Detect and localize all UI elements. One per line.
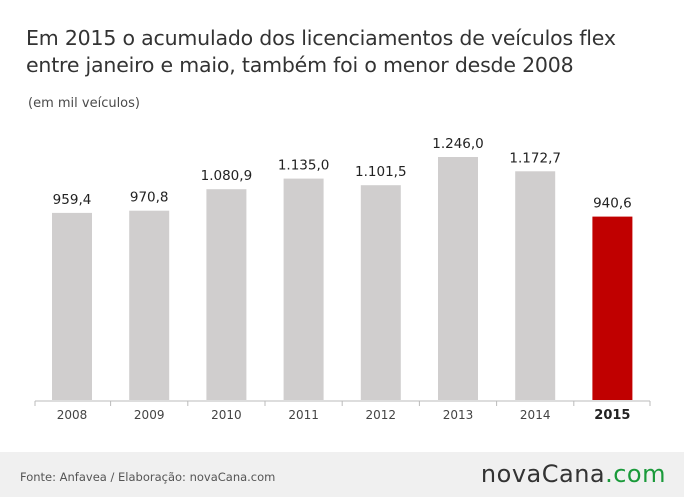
- chart-subtitle: (em mil veículos): [28, 96, 140, 111]
- x-axis-label-2014: 2014: [520, 408, 551, 422]
- value-label-2014: 1.172,7: [509, 150, 561, 166]
- x-axis-label-2010: 2010: [211, 408, 242, 422]
- bar-chart: 959,4 970,8 1.080,9 1.135,0 1.101,5 1.246,0 1.…: [34, 136, 651, 423]
- value-label-2012: 1.101,5: [355, 164, 407, 180]
- x-axis-label-2013: 2013: [443, 408, 474, 422]
- x-axis-label-2012: 2012: [366, 408, 397, 422]
- x-axis-label-2011: 2011: [288, 408, 319, 422]
- bar-2011: [283, 178, 324, 400]
- value-label-2013: 1.246,0: [432, 136, 484, 152]
- bar-2013: [438, 157, 478, 400]
- bar-2012: [360, 185, 401, 400]
- brand-logo-domain: .com: [605, 460, 666, 488]
- value-label-2010: 1.080,9: [201, 168, 253, 184]
- x-axis-labels-group: 2008 2009 2010 2011 2012 2013 2014 2015: [57, 408, 631, 423]
- x-axis-label-2008: 2008: [57, 408, 88, 422]
- source-note: Fonte: Anfavea / Elaboração: novaCana.co…: [20, 470, 276, 484]
- value-labels-group: 959,4 970,8 1.080,9 1.135,0 1.101,5 1.246,0 1.…: [53, 136, 632, 212]
- chart-title: Em 2015 o acumulado dos licenciamentos d…: [26, 25, 666, 79]
- chart-title-line-1: Em 2015 o acumulado dos licenciamentos d…: [26, 26, 616, 50]
- value-label-2008: 959,4: [53, 192, 92, 208]
- x-axis-label-2009: 2009: [134, 408, 165, 422]
- bar-2014: [515, 171, 556, 400]
- bars-group: [52, 157, 633, 400]
- bar-2010: [206, 189, 247, 400]
- value-label-2011: 1.135,0: [278, 158, 330, 174]
- chart-title-line-2: entre janeiro e maio, também foi o menor…: [26, 53, 574, 77]
- x-axis-label-2015: 2015: [594, 408, 630, 423]
- brand-logo-name: novaCana: [480, 460, 606, 488]
- bar-2009: [129, 210, 170, 400]
- footer: Fonte: Anfavea / Elaboração: novaCana.co…: [0, 452, 684, 497]
- bar-2008: [52, 212, 92, 400]
- x-axis-ticks-group: [34, 401, 651, 406]
- bar-2015: [592, 216, 633, 400]
- brand-logo: novaCana.com: [481, 460, 666, 488]
- value-label-2015: 940,6: [593, 196, 632, 212]
- value-label-2009: 970,8: [130, 190, 169, 206]
